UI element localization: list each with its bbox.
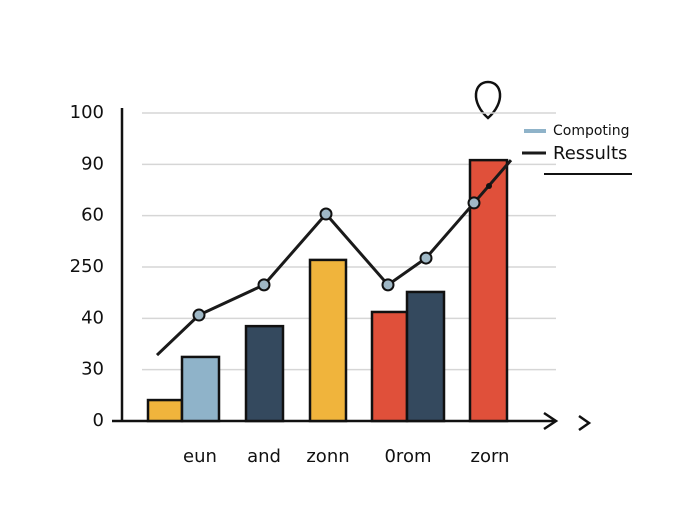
legend-label: Ressults (553, 143, 627, 164)
y-tick-label: 30 (81, 359, 104, 380)
line-series (155, 159, 513, 357)
bar (308, 258, 348, 423)
x-tick-label: and (247, 446, 281, 467)
y-tick-label: 250 (70, 256, 104, 277)
y-tick-label: 60 (81, 205, 104, 226)
line-point (192, 308, 206, 322)
x-axis-arrow (543, 411, 559, 431)
bar (180, 355, 221, 423)
bar (370, 310, 409, 423)
pin-icon (474, 80, 502, 120)
y-tick-label: 90 (81, 153, 104, 174)
line-point (419, 251, 433, 265)
line-point (467, 196, 481, 210)
line-point (257, 278, 271, 292)
x-tick-label: eun (183, 446, 217, 467)
arrow-icon (578, 414, 592, 432)
x-tick-label: zorn (471, 446, 510, 467)
dot (486, 183, 492, 189)
line-point (319, 207, 333, 221)
x-tick-label: zonn (306, 446, 349, 467)
bar (244, 324, 285, 423)
bar (146, 398, 184, 423)
y-tick-label: 40 (81, 307, 104, 328)
legend-label: Compoting (553, 123, 630, 139)
bar (405, 290, 446, 423)
y-tick-label: 100 (70, 102, 104, 123)
y-tick-label: 0 (93, 410, 104, 431)
x-tick-label: 0rom (384, 446, 431, 467)
line-point (381, 278, 395, 292)
